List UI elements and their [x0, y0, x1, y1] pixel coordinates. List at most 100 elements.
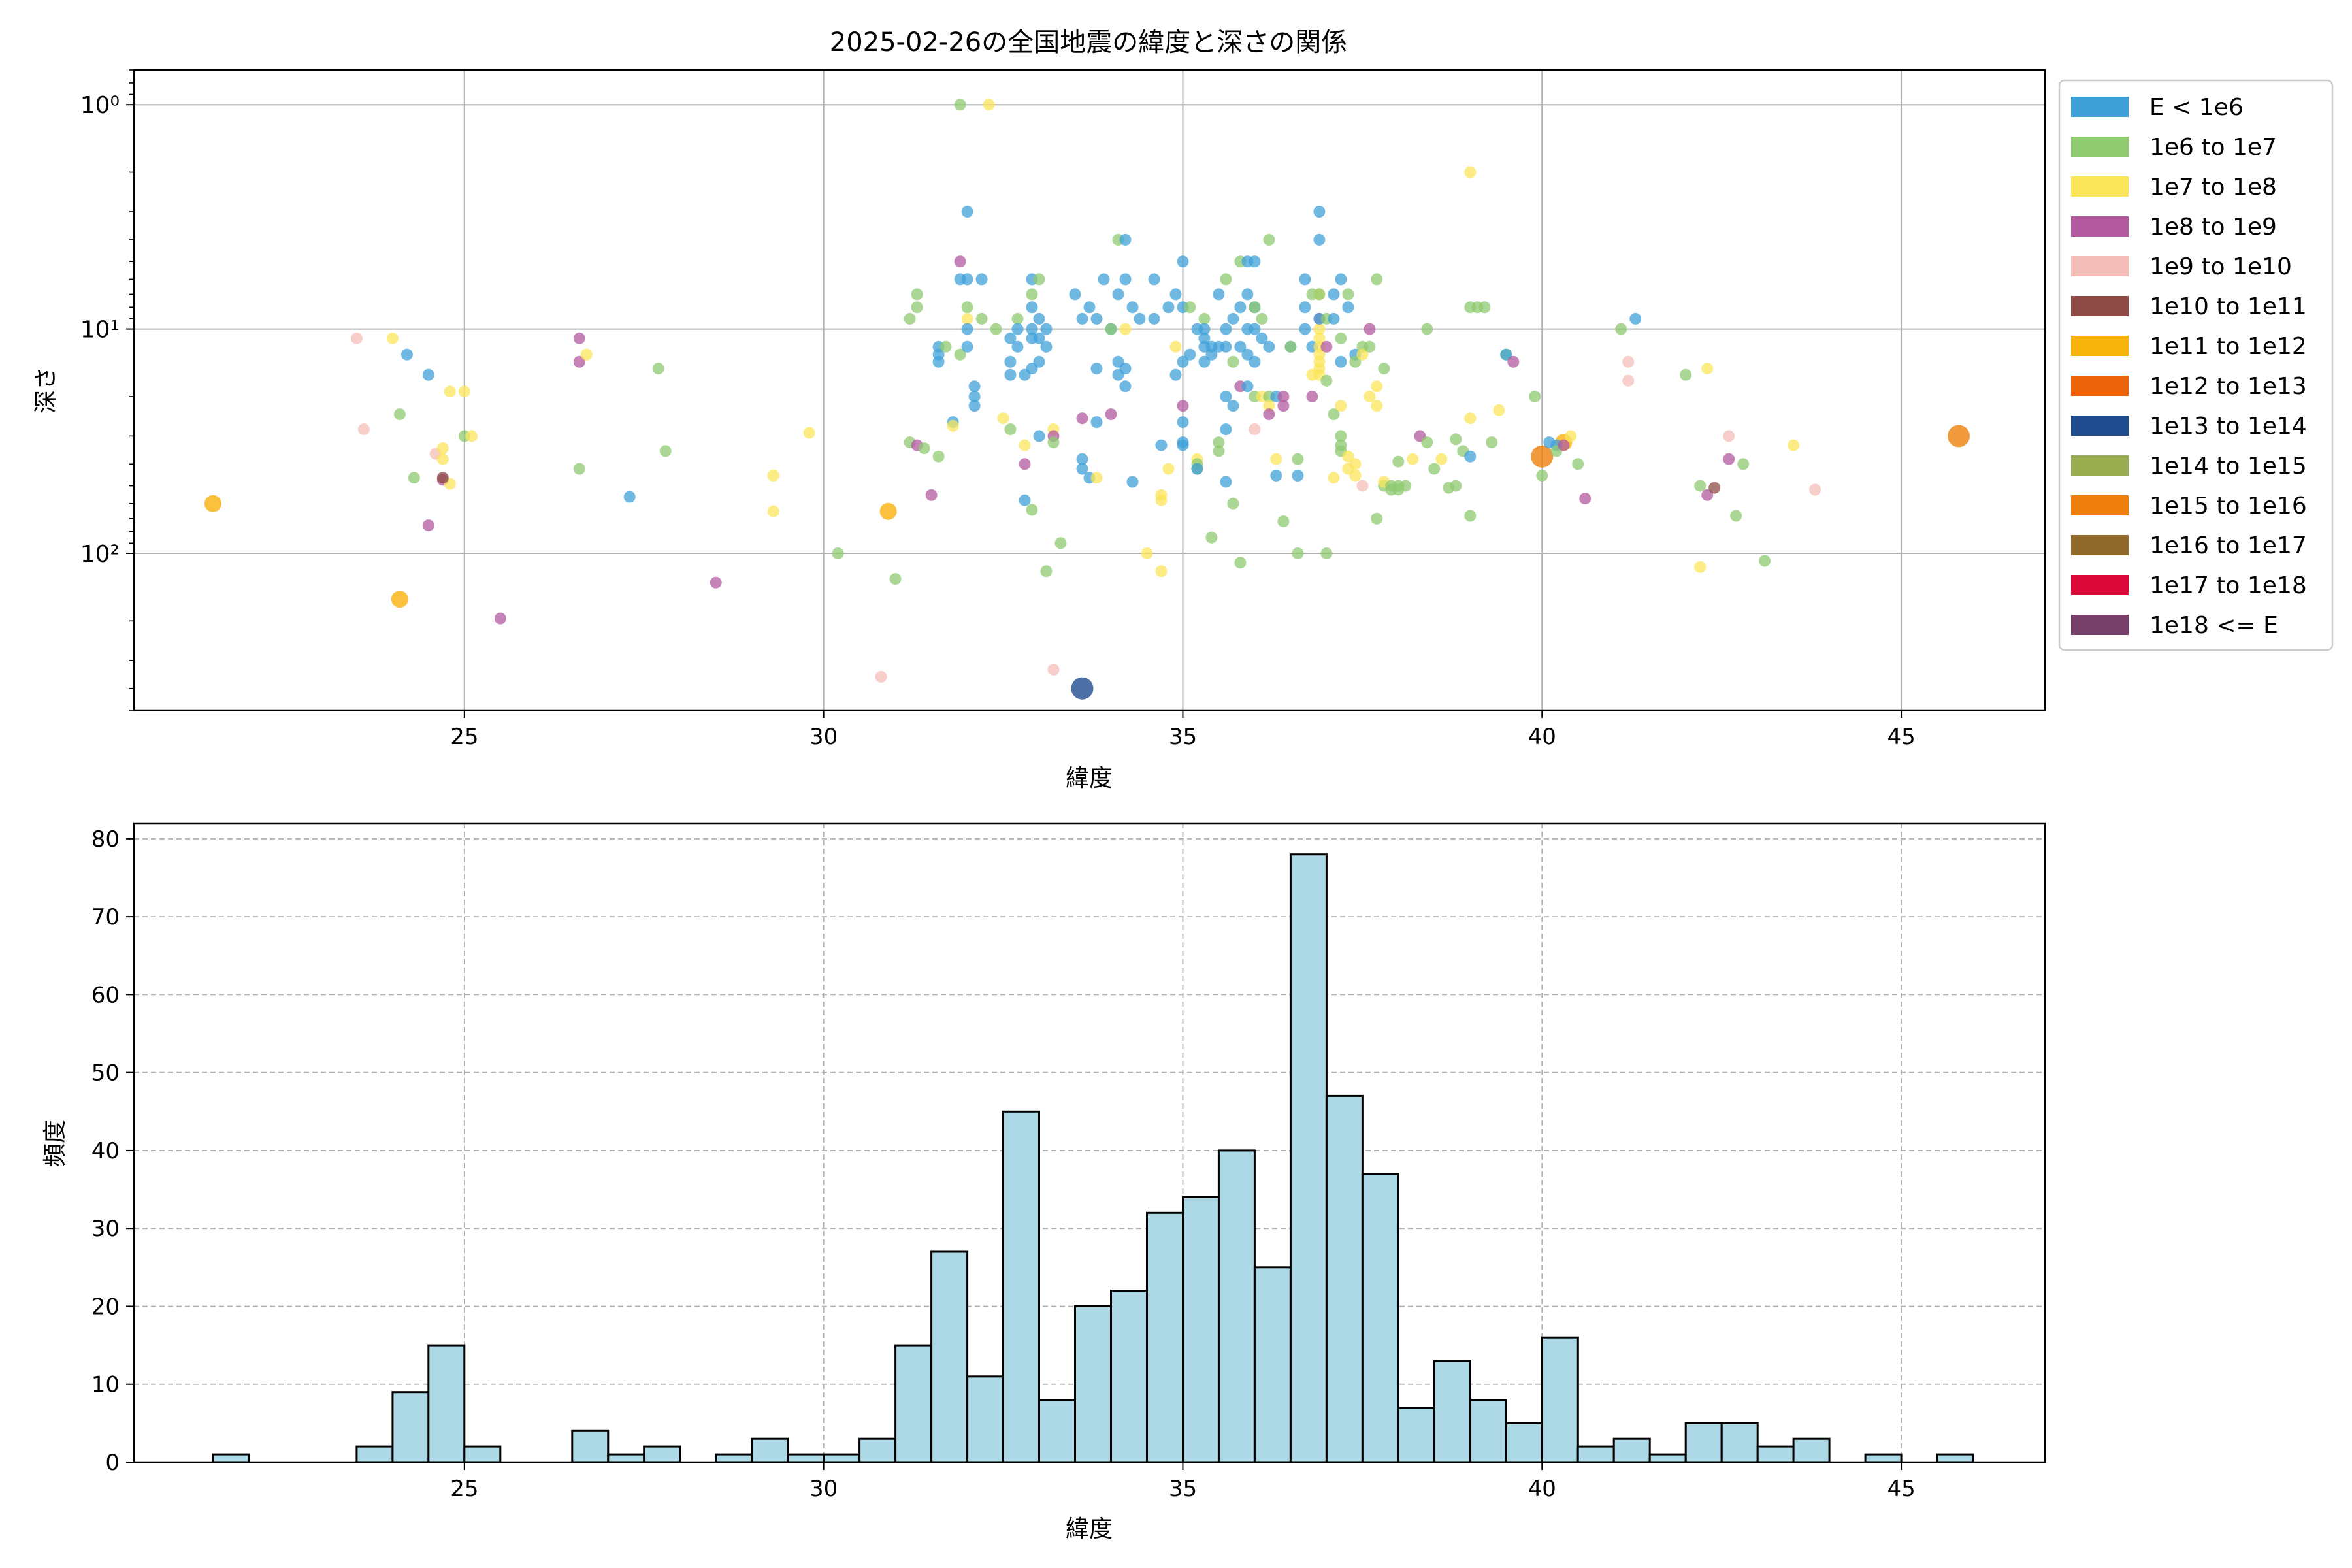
legend-label: 1e18 <= E — [2149, 612, 2278, 639]
histogram-frame — [133, 822, 2046, 1463]
histogram-panel: 25 30 35 40 45 0 10 20 30 40 50 60 70 80 緯度 頻度 — [42, 822, 2046, 1543]
histogram-bar — [1146, 1211, 1184, 1463]
scatter-point — [1486, 436, 1498, 449]
legend-swatch — [2071, 296, 2129, 316]
histogram-bar — [1936, 1453, 1974, 1463]
scatter-point — [1320, 340, 1333, 353]
scatter-point — [1033, 355, 1045, 368]
legend-swatch — [2071, 615, 2129, 635]
scatter-point — [1256, 312, 1268, 325]
legend-label: 1e16 to 1e17 — [2149, 532, 2307, 559]
scatter-point — [1213, 445, 1225, 457]
scatter-point — [1371, 512, 1383, 525]
legend-label: 1e17 to 1e18 — [2149, 572, 2307, 599]
scatter-point — [1342, 288, 1354, 301]
scatter-point — [1019, 439, 1031, 451]
scatter-point — [1680, 368, 1692, 381]
scatter-point — [1026, 301, 1038, 314]
scatter-point — [1220, 423, 1232, 436]
scatter-point — [954, 255, 966, 268]
scatter-x-tick-label: 35 — [1169, 724, 1197, 750]
legend-swatch — [2071, 336, 2129, 356]
histogram-bar — [427, 1344, 466, 1463]
scatter-point — [1342, 450, 1354, 463]
scatter-point — [1040, 323, 1053, 335]
scatter-point — [1047, 664, 1060, 676]
scatter-point — [1177, 416, 1189, 429]
scatter-point — [1558, 439, 1570, 451]
scatter-point — [1464, 510, 1477, 522]
histogram-bar — [391, 1391, 430, 1463]
scatter-point — [1292, 453, 1304, 465]
scatter-point — [911, 288, 923, 301]
scatter-point — [1098, 273, 1110, 286]
scatter-point — [1249, 301, 1261, 314]
scatter-point — [1227, 312, 1239, 325]
histogram-bar — [1074, 1305, 1112, 1463]
histogram-bar — [751, 1437, 789, 1463]
scatter-point — [1119, 233, 1132, 246]
scatter-point — [1464, 166, 1477, 178]
scatter-point — [1723, 430, 1735, 442]
scatter-point — [1270, 469, 1282, 482]
scatter-point — [1040, 340, 1053, 353]
scatter-point — [1220, 340, 1232, 353]
scatter-point — [1737, 458, 1750, 470]
scatter-point — [1292, 547, 1304, 559]
scatter-point — [1277, 400, 1290, 412]
histogram-bar — [1541, 1336, 1579, 1463]
scatter-point — [1119, 363, 1132, 375]
scatter-point — [939, 340, 952, 353]
legend-swatch — [2071, 97, 2129, 117]
scatter-point — [1177, 255, 1189, 268]
histogram-bar — [1217, 1149, 1256, 1463]
histogram-bar — [355, 1445, 394, 1463]
scatter-point — [1033, 312, 1045, 325]
histogram-y-tick-label: 70 — [91, 904, 120, 930]
histogram-bar — [1182, 1196, 1220, 1463]
scatter-point — [1536, 469, 1548, 482]
legend-label: 1e6 to 1e7 — [2149, 134, 2277, 161]
scatter-point — [1335, 430, 1347, 442]
scatter-point — [1277, 515, 1290, 527]
histogram-bar — [643, 1445, 681, 1463]
scatter-point — [1105, 323, 1117, 335]
histogram-bar — [1253, 1266, 1292, 1463]
scatter-point — [652, 363, 664, 375]
scatter-frame — [133, 69, 2046, 711]
scatter-point — [803, 427, 815, 439]
scatter-point — [1948, 425, 1970, 448]
scatter-point — [1184, 348, 1196, 361]
histogram-x-tick-label: 40 — [1528, 1476, 1556, 1502]
scatter-point — [1071, 677, 1094, 700]
legend-label: 1e7 to 1e8 — [2149, 174, 2277, 201]
scatter-point — [1306, 391, 1318, 402]
scatter-point — [1227, 400, 1239, 412]
scatter-point — [990, 323, 1002, 335]
scatter-point — [1134, 312, 1146, 325]
scatter-point — [975, 312, 988, 325]
histogram-bar — [1469, 1399, 1507, 1463]
scatter-point — [436, 472, 449, 484]
scatter-point — [1371, 400, 1383, 412]
scatter-point — [1450, 433, 1462, 446]
scatter-point — [1148, 312, 1160, 325]
scatter-point — [1213, 436, 1225, 449]
histogram-bar — [1864, 1453, 1903, 1463]
scatter-point — [961, 273, 973, 286]
scatter-point — [1299, 273, 1311, 286]
scatter-point — [1026, 288, 1038, 301]
scatter-point — [393, 408, 406, 421]
scatter-point — [1270, 453, 1282, 465]
legend-swatch — [2071, 495, 2129, 515]
scatter-point — [458, 385, 470, 398]
scatter-point — [1730, 510, 1742, 522]
scatter-point — [1019, 458, 1031, 470]
scatter-point — [932, 355, 945, 368]
histogram-bar — [1756, 1445, 1795, 1463]
scatter-point — [1335, 332, 1347, 344]
scatter-point — [1198, 355, 1211, 368]
scatter-point — [1694, 561, 1707, 573]
scatter-point — [1227, 497, 1239, 510]
